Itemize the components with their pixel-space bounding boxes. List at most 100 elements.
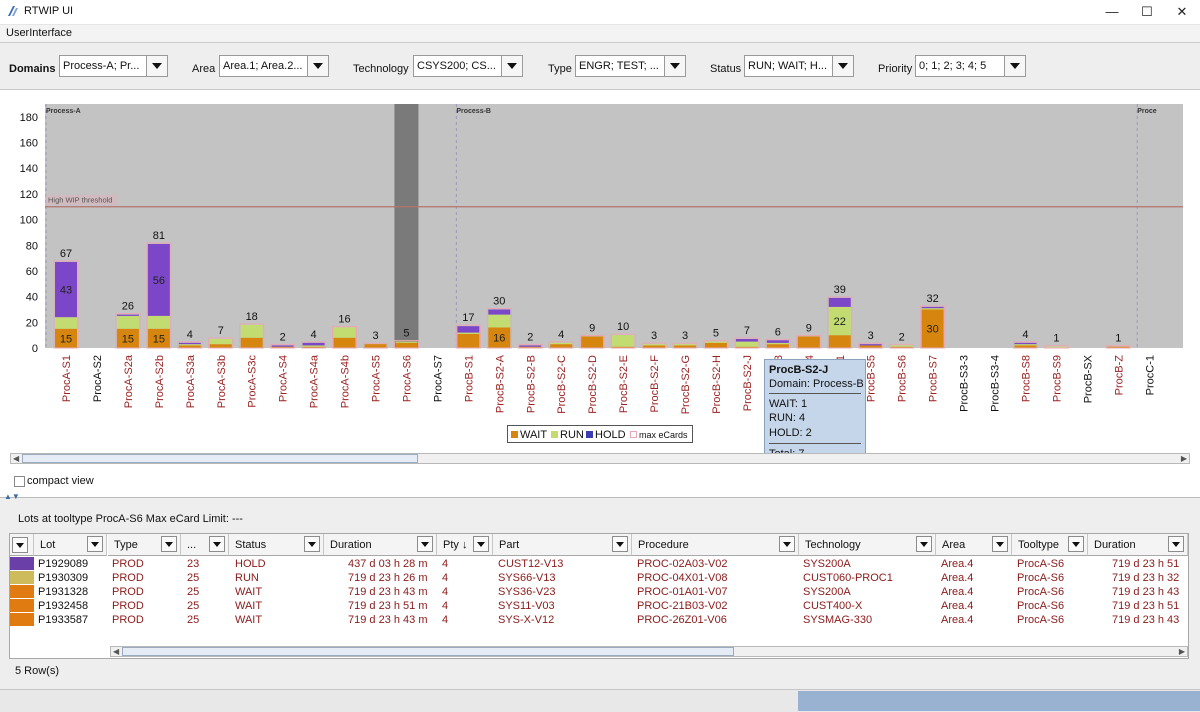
chevron-down-icon[interactable] bbox=[307, 56, 328, 76]
area-label: Area bbox=[192, 63, 216, 75]
threshold-label: High WIP threshold bbox=[48, 196, 112, 205]
chevron-down-icon[interactable] bbox=[664, 56, 685, 76]
table-row[interactable]: P1933587 PROD 25 WAIT 719 d 23 h 43 m 4 SYS-X-… bbox=[10, 613, 1188, 627]
scroll-right-icon[interactable]: ▶ bbox=[1180, 454, 1187, 463]
chart-horizontal-scrollbar[interactable]: ◀ ▶ bbox=[10, 453, 1190, 464]
bar-segment-hold bbox=[766, 340, 789, 343]
menu-userinterface[interactable]: UserInterface bbox=[6, 27, 73, 39]
header-priority[interactable]: Pty ↓ bbox=[437, 534, 493, 556]
chevron-down-icon[interactable] bbox=[1068, 536, 1084, 552]
bar-max-outline bbox=[115, 313, 141, 349]
split-collapse-icon[interactable]: ▲▼ bbox=[4, 492, 20, 501]
chevron-down-icon[interactable] bbox=[417, 536, 433, 552]
bar-segment-wait bbox=[333, 337, 356, 348]
legend-max: max eCards bbox=[630, 430, 688, 440]
status-combo[interactable]: RUN; WAIT; H... bbox=[744, 55, 854, 77]
tooltip-divider bbox=[769, 393, 861, 394]
chevron-down-icon[interactable] bbox=[1168, 536, 1184, 552]
tooltip-divider bbox=[769, 443, 861, 444]
chevron-down-icon[interactable] bbox=[304, 536, 320, 552]
technology-combo[interactable]: CSYS200; CS... bbox=[413, 55, 523, 77]
y-tick-label: 100 bbox=[20, 215, 38, 227]
cell-lot: P1929089 bbox=[38, 558, 89, 570]
chevron-down-icon[interactable] bbox=[209, 536, 225, 552]
chevron-down-icon[interactable] bbox=[146, 56, 167, 76]
compact-view-checkbox[interactable] bbox=[14, 476, 25, 487]
bar-segment-value-label: 22 bbox=[834, 316, 846, 328]
bar-segment-value-label: 15 bbox=[153, 333, 165, 345]
chevron-down-icon[interactable] bbox=[916, 536, 932, 552]
minimize-button[interactable]: — bbox=[1105, 4, 1119, 19]
bar-segment-hold bbox=[859, 344, 882, 346]
scroll-left-icon[interactable]: ◀ bbox=[113, 647, 120, 656]
scroll-right-icon[interactable]: ▶ bbox=[1178, 647, 1185, 656]
header-status[interactable]: Status bbox=[229, 534, 324, 556]
bar-segment-hold bbox=[828, 297, 851, 307]
bar-max-outline bbox=[486, 307, 512, 349]
domains-combo[interactable]: Process-A; Pr... bbox=[59, 55, 168, 77]
chevron-down-icon[interactable] bbox=[473, 536, 489, 552]
header-qty[interactable]: ... bbox=[181, 534, 229, 556]
chevron-down-icon[interactable] bbox=[779, 536, 795, 552]
maximize-button[interactable]: ☐ bbox=[1141, 4, 1153, 19]
header-type-label: Type bbox=[114, 539, 138, 551]
bar-segment-run bbox=[550, 342, 573, 345]
table-select-column-header[interactable] bbox=[10, 534, 34, 556]
category-label: ProcB-S5 bbox=[866, 355, 878, 402]
table-row[interactable]: P1931328 PROD 25 WAIT 719 d 23 h 43 m 4 SYS36-… bbox=[10, 585, 1188, 599]
chevron-down-icon[interactable] bbox=[501, 56, 522, 76]
chevron-down-icon[interactable] bbox=[1004, 56, 1025, 76]
chevron-down-icon[interactable] bbox=[87, 536, 103, 552]
y-tick-label: 0 bbox=[32, 343, 38, 355]
bar-total-label: 4 bbox=[187, 329, 193, 341]
header-part-label: Part bbox=[499, 539, 520, 551]
cell-qty: 25 bbox=[187, 586, 200, 598]
cell-duration2: 719 d 23 h 51 bbox=[1112, 558, 1180, 570]
header-procedure-label: Procedure bbox=[638, 539, 689, 551]
cell-area: Area.4 bbox=[941, 558, 974, 570]
bar-segment-wait bbox=[364, 344, 387, 348]
header-technology[interactable]: Technology bbox=[799, 534, 936, 556]
split-pane-divider[interactable] bbox=[0, 497, 1200, 502]
header-type[interactable]: Type bbox=[108, 534, 181, 556]
table-row[interactable]: P1932458 PROD 25 WAIT 719 d 23 h 51 m 4 SYS11-… bbox=[10, 599, 1188, 613]
category-label: ProcB-SX bbox=[1082, 354, 1094, 403]
cell-pty: 4 bbox=[442, 586, 449, 598]
bar-segment-value-label: 15 bbox=[122, 333, 134, 345]
header-part[interactable]: Part bbox=[493, 534, 632, 556]
chevron-down-icon[interactable] bbox=[12, 537, 28, 553]
header-procedure[interactable]: Procedure bbox=[632, 534, 799, 556]
table-row[interactable]: P1929089 PROD 23 HOLD 437 d 03 h 28 m 4 CUST12… bbox=[10, 557, 1188, 571]
header-tooltype[interactable]: Tooltype bbox=[1012, 534, 1088, 556]
area-combo[interactable]: Area.1; Area.2... bbox=[219, 55, 329, 77]
category-label: ProcA-S2 bbox=[92, 355, 104, 402]
bar-max-outline bbox=[146, 242, 172, 349]
table-row[interactable]: P1930309 PROD 25 RUN 719 d 23 h 26 m 4 SYS66-V… bbox=[10, 571, 1188, 585]
header-duration-2[interactable]: Duration bbox=[1088, 534, 1188, 556]
bar-max-outline bbox=[393, 340, 419, 349]
chevron-down-icon[interactable] bbox=[992, 536, 1008, 552]
bar-segment-hold bbox=[921, 306, 944, 309]
close-button[interactable]: ✕ bbox=[1176, 4, 1188, 19]
scroll-left-icon[interactable]: ◀ bbox=[13, 454, 20, 463]
bar-total-label: 7 bbox=[744, 325, 750, 337]
type-label: Type bbox=[548, 63, 572, 75]
cell-duration: 437 d 03 h 28 m bbox=[348, 558, 428, 570]
type-combo[interactable]: ENGR; TEST; ... bbox=[575, 55, 686, 77]
header-area[interactable]: Area bbox=[936, 534, 1012, 556]
app-icon bbox=[8, 6, 18, 16]
bar-segment-wait bbox=[178, 345, 201, 348]
chart-tooltip: ProcB-S2-J Domain: Process-B WAIT: 1 RUN… bbox=[764, 359, 866, 463]
header-duration[interactable]: Duration bbox=[324, 534, 437, 556]
bar-segment-wait bbox=[921, 309, 944, 348]
chart-scrollbar-thumb[interactable] bbox=[22, 454, 418, 463]
priority-combo[interactable]: 0; 1; 2; 3; 4; 5 bbox=[915, 55, 1026, 77]
tooltip-wait: WAIT: 1 bbox=[769, 398, 808, 410]
bar-segment-value-label: 16 bbox=[493, 333, 505, 345]
header-lot[interactable]: Lot bbox=[34, 534, 107, 556]
bar-total-label: 26 bbox=[122, 301, 134, 313]
chevron-down-icon[interactable] bbox=[161, 536, 177, 552]
chevron-down-icon[interactable] bbox=[612, 536, 628, 552]
chevron-down-icon[interactable] bbox=[832, 56, 853, 76]
table-scrollbar-thumb[interactable] bbox=[122, 647, 734, 656]
